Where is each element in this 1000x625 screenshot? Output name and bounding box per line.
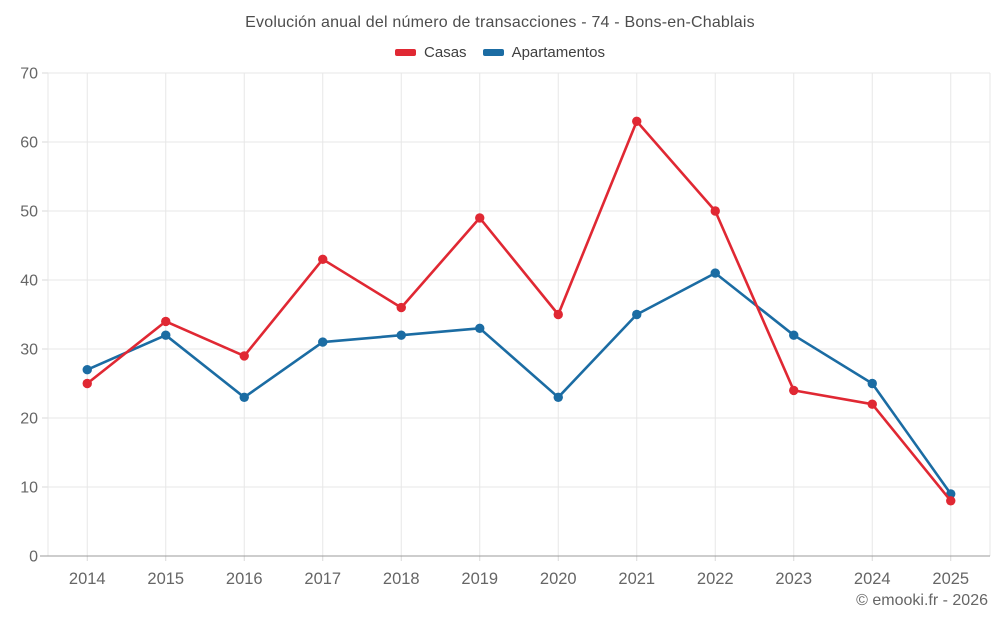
x-axis-label: 2025 (932, 570, 969, 588)
data-point-casas-2024 (867, 399, 877, 409)
data-point-apartamentos-2015 (161, 330, 171, 340)
data-point-apartamentos-2021 (632, 309, 642, 320)
data-point-apartamentos-2022 (710, 268, 720, 278)
data-point-casas-2017 (318, 254, 328, 264)
data-point-casas-2022 (710, 206, 720, 216)
data-point-casas-2025 (946, 496, 956, 506)
data-point-casas-2014 (82, 378, 92, 389)
x-axis-label: 2014 (69, 570, 106, 588)
x-axis-label: 2024 (854, 570, 891, 588)
data-point-apartamentos-2018 (396, 330, 406, 340)
y-axis-label: 40 (20, 273, 38, 290)
legend-swatch-apartamentos-icon (482, 49, 504, 56)
data-point-casas-2021 (632, 116, 642, 127)
series-line-casas (85, 120, 953, 503)
chart-title: Evolución anual del número de transaccio… (245, 14, 755, 31)
series-line-apartamentos (85, 271, 953, 496)
legend-item-apartamentos[interactable]: Apartamentos (482, 44, 605, 61)
x-axis-label: 2022 (697, 570, 734, 588)
y-axis-label: 50 (20, 204, 38, 221)
legend-swatch-casas-icon (395, 49, 417, 56)
data-point-casas-2016 (239, 351, 249, 361)
data-point-apartamentos-2023 (789, 330, 799, 340)
data-point-apartamentos-2019 (475, 323, 485, 333)
y-axis-label: 0 (29, 549, 38, 566)
y-axis-label: 10 (20, 480, 38, 497)
data-point-apartamentos-2020 (553, 392, 563, 402)
x-axis-label: 2019 (461, 570, 498, 588)
legend-label-casas: Casas (424, 44, 467, 61)
legend: Casas Apartamentos (0, 44, 1000, 61)
legend-label-apartamentos: Apartamentos (511, 44, 605, 61)
data-point-apartamentos-2016 (239, 392, 249, 402)
data-point-casas-2023 (789, 385, 799, 396)
data-point-casas-2020 (553, 309, 563, 320)
y-axis-label: 60 (20, 135, 38, 152)
x-axis-label: 2020 (540, 570, 577, 588)
data-point-apartamentos-2017 (318, 337, 328, 347)
y-axis-label: 20 (20, 411, 38, 428)
x-axis-label: 2017 (304, 570, 341, 588)
data-point-apartamentos-2024 (867, 378, 877, 389)
data-point-casas-2015 (161, 316, 171, 327)
data-point-casas-2019 (475, 213, 485, 223)
x-axis-label: 2021 (618, 570, 655, 588)
x-axis-label: 2016 (226, 570, 263, 588)
legend-item-casas[interactable]: Casas (395, 44, 467, 61)
data-point-apartamentos-2014 (82, 365, 92, 375)
y-axis-label: 30 (20, 342, 38, 359)
x-axis-label: 2018 (383, 570, 420, 588)
x-axis-label: 2023 (775, 570, 812, 588)
x-axis-label: 2015 (147, 570, 184, 588)
y-axis-label: 70 (20, 66, 38, 83)
watermark: © emooki.fr - 2026 (856, 592, 988, 609)
data-point-casas-2018 (396, 302, 406, 313)
